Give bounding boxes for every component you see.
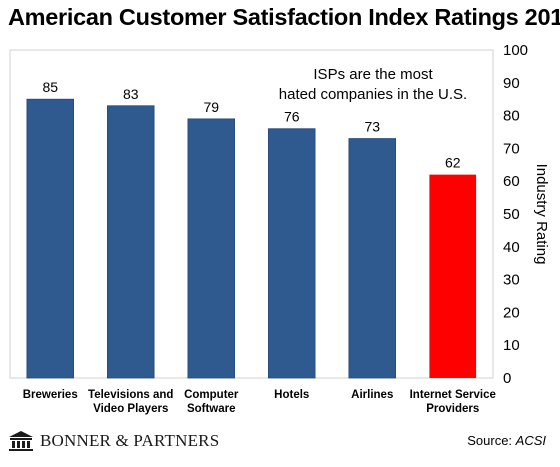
bar-5	[429, 174, 477, 378]
bar-chart: 85 83 79 76 73 62 Breweries Televisions and Vid…	[9, 42, 550, 415]
annotation-line-0: ISPs are the most	[313, 66, 433, 83]
source-note: Source: ACSI	[467, 433, 546, 448]
bar-value-label-4: 73	[364, 119, 380, 135]
y-tick-label-1: 10	[503, 337, 520, 354]
category-label-1-line-0: Televisions and	[88, 389, 173, 401]
y-tick-label-2: 20	[503, 304, 520, 321]
annotation-line-1: hated companies in the U.S.	[279, 86, 467, 103]
category-label-2-line-0: Computer	[184, 389, 239, 401]
bar-0	[26, 98, 74, 379]
category-label-5-line-1: Providers	[426, 403, 479, 415]
bar-1	[107, 105, 155, 379]
y-tick-label-4: 40	[503, 239, 520, 256]
bar-value-label-5: 62	[445, 155, 461, 171]
y-axis-ticks: 0 10 20 30 40 50 60 70 80 90 100	[503, 42, 528, 387]
value-labels-layer: 85 83 79 76 73 62	[42, 79, 460, 170]
y-tick-label-10: 100	[503, 42, 528, 59]
source-label: Source:	[467, 433, 516, 448]
y-tick-label-0: 0	[503, 370, 511, 387]
bar-value-label-1: 83	[123, 86, 139, 102]
bars-layer	[26, 98, 477, 379]
publisher-name: BONNER & PARTNERS	[40, 431, 220, 450]
publisher-logo: BONNER & PARTNERS	[8, 430, 219, 452]
bar-3	[267, 128, 316, 379]
category-label-3-line-0: Hotels	[274, 389, 309, 401]
bar-4	[348, 138, 396, 379]
y-tick-label-9: 90	[503, 75, 520, 92]
y-tick-label-6: 60	[503, 173, 520, 190]
category-label-5-line-0: Internet Service	[410, 389, 496, 401]
bar-value-label-3: 76	[284, 109, 300, 125]
plot-area	[9, 49, 494, 379]
chart-title: American Customer Satisfaction Index Rat…	[8, 4, 560, 30]
y-tick-label-7: 70	[503, 140, 520, 157]
y-tick-label-5: 50	[503, 206, 520, 223]
chart-annotation: ISPs are the most hated companies in the …	[279, 66, 467, 103]
y-axis-label: Industry Rating	[533, 164, 550, 265]
bar-value-label-2: 79	[203, 99, 219, 115]
y-tick-label-3: 30	[503, 272, 520, 289]
category-label-4-line-0: Airlines	[351, 389, 393, 401]
category-label-1-line-1: Video Players	[93, 403, 168, 415]
category-labels-layer: Breweries Televisions and Video Players Com…	[23, 389, 496, 415]
category-label-0-line-0: Breweries	[23, 389, 78, 401]
y-tick-label-8: 80	[503, 108, 520, 125]
bar-2	[187, 118, 236, 379]
source-value: ACSI	[515, 433, 546, 448]
category-label-2-line-1: Software	[187, 403, 236, 415]
building-icon	[9, 431, 33, 451]
bar-value-label-0: 85	[42, 79, 58, 95]
